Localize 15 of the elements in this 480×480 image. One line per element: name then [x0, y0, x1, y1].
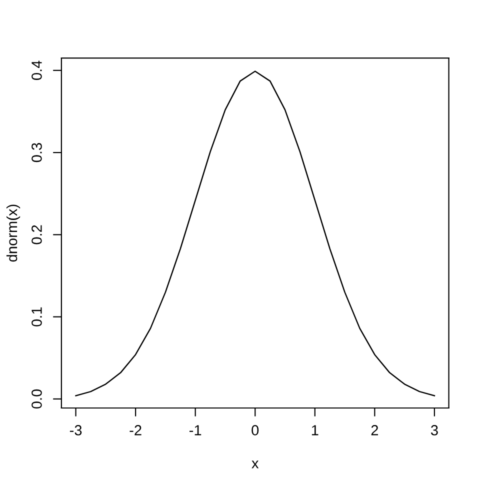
y-tick-label: 0.3	[32, 143, 42, 162]
y-tick-label: 0.2	[32, 225, 42, 244]
x-tick-label: -2	[130, 425, 142, 436]
x-tick-label: -1	[190, 425, 202, 436]
line-series	[75, 70, 436, 396]
y-tick-label: 0.0	[32, 389, 42, 409]
y-tick-label: 0.4	[32, 60, 42, 80]
x-tick-label: 1	[312, 425, 318, 436]
y-axis-title: dnorm(x)	[6, 204, 20, 262]
x-tick-label: 2	[371, 425, 378, 436]
x-axis-title: x	[252, 460, 259, 468]
x-tick-label: 0	[252, 425, 259, 436]
x-tick-label: 3	[430, 425, 438, 436]
x-tick-label: -3	[70, 425, 82, 436]
y-tick-label: 0.1	[32, 307, 42, 326]
